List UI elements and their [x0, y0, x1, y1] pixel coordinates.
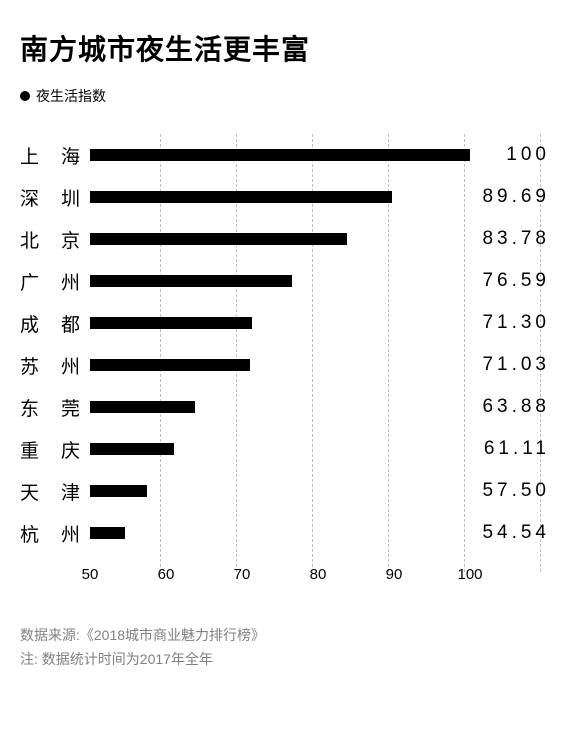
city-label: 成都 — [20, 310, 90, 337]
chart-rows: 上海100深圳89.69北京83.78广州76.59成都71.30苏州71.03… — [20, 134, 559, 554]
city-label: 天津 — [20, 478, 90, 505]
table-row: 天津 57.50 — [20, 470, 559, 512]
bar-track — [90, 134, 470, 176]
city-char: 津 — [61, 478, 80, 505]
x-tick-label: 90 — [386, 566, 403, 583]
bar — [90, 359, 250, 371]
city-char: 莞 — [61, 394, 80, 421]
bar — [90, 149, 470, 161]
value-label: 71.03 — [470, 354, 550, 376]
value-label: 83.78 — [470, 228, 550, 250]
city-char: 杭 — [20, 520, 39, 547]
city-label: 北京 — [20, 226, 90, 253]
bar — [90, 527, 125, 539]
value-label: 100 — [470, 144, 550, 166]
bar — [90, 317, 252, 329]
table-row: 深圳 89.69 — [20, 176, 559, 218]
bar-track — [90, 428, 470, 470]
table-row: 苏州 71.03 — [20, 344, 559, 386]
legend-label: 夜生活指数 — [36, 86, 106, 106]
x-tick-label: 50 — [82, 566, 99, 583]
value-label: 54.54 — [470, 522, 550, 544]
table-row: 杭州 54.54 — [20, 512, 559, 554]
city-char: 北 — [20, 226, 39, 253]
x-tick-label: 80 — [310, 566, 327, 583]
city-char: 州 — [61, 268, 80, 295]
footer-source: 数据来源:《2018城市商业魅力排行榜》 — [20, 624, 559, 648]
bar — [90, 191, 392, 203]
bar-track — [90, 218, 470, 260]
legend-dot-icon — [20, 91, 30, 101]
bar — [90, 485, 147, 497]
city-char: 天 — [20, 478, 39, 505]
value-label: 76.59 — [470, 270, 550, 292]
city-char: 上 — [20, 142, 39, 169]
city-label: 苏州 — [20, 352, 90, 379]
city-label: 广州 — [20, 268, 90, 295]
bar — [90, 275, 292, 287]
city-label: 深圳 — [20, 184, 90, 211]
value-label: 71.30 — [470, 312, 550, 334]
value-label: 89.69 — [470, 186, 550, 208]
city-char: 深 — [20, 184, 39, 211]
city-char: 州 — [61, 520, 80, 547]
chart-title: 南方城市夜生活更丰富 — [20, 28, 559, 68]
city-char: 圳 — [61, 184, 80, 211]
chart-x-axis: 5060708090100 — [90, 554, 470, 594]
city-char: 庆 — [61, 436, 80, 463]
bar — [90, 443, 174, 455]
bar-track — [90, 512, 470, 554]
table-row: 北京 83.78 — [20, 218, 559, 260]
chart-footer: 数据来源:《2018城市商业魅力排行榜》 注: 数据统计时间为2017年全年 — [20, 624, 559, 672]
value-label: 57.50 — [470, 480, 550, 502]
value-label: 61.11 — [470, 438, 550, 460]
bar — [90, 401, 195, 413]
city-label: 重庆 — [20, 436, 90, 463]
city-char: 州 — [61, 352, 80, 379]
footer-note: 注: 数据统计时间为2017年全年 — [20, 648, 559, 672]
legend: 夜生活指数 — [20, 86, 559, 106]
city-char: 成 — [20, 310, 39, 337]
x-tick-label: 70 — [234, 566, 251, 583]
city-char: 苏 — [20, 352, 39, 379]
bar-track — [90, 260, 470, 302]
table-row: 成都 71.30 — [20, 302, 559, 344]
bar-track — [90, 386, 470, 428]
city-char: 广 — [20, 268, 39, 295]
table-row: 广州 76.59 — [20, 260, 559, 302]
bar-chart: 上海100深圳89.69北京83.78广州76.59成都71.30苏州71.03… — [20, 134, 559, 594]
city-char: 京 — [61, 226, 80, 253]
bar-track — [90, 302, 470, 344]
value-label: 63.88 — [470, 396, 550, 418]
city-char: 海 — [61, 142, 80, 169]
table-row: 东莞 63.88 — [20, 386, 559, 428]
bar-track — [90, 344, 470, 386]
city-label: 东莞 — [20, 394, 90, 421]
bar-track — [90, 176, 470, 218]
city-char: 都 — [61, 310, 80, 337]
table-row: 上海 100 — [20, 134, 559, 176]
city-char: 重 — [20, 436, 39, 463]
city-label: 上海 — [20, 142, 90, 169]
page: 南方城市夜生活更丰富 夜生活指数 上海100深圳89.69北京83.78广州76… — [0, 0, 579, 735]
city-char: 东 — [20, 394, 39, 421]
table-row: 重庆 61.11 — [20, 428, 559, 470]
bar — [90, 233, 347, 245]
bar-track — [90, 470, 470, 512]
city-label: 杭州 — [20, 520, 90, 547]
x-tick-label: 60 — [158, 566, 175, 583]
x-tick-label: 100 — [457, 566, 482, 583]
